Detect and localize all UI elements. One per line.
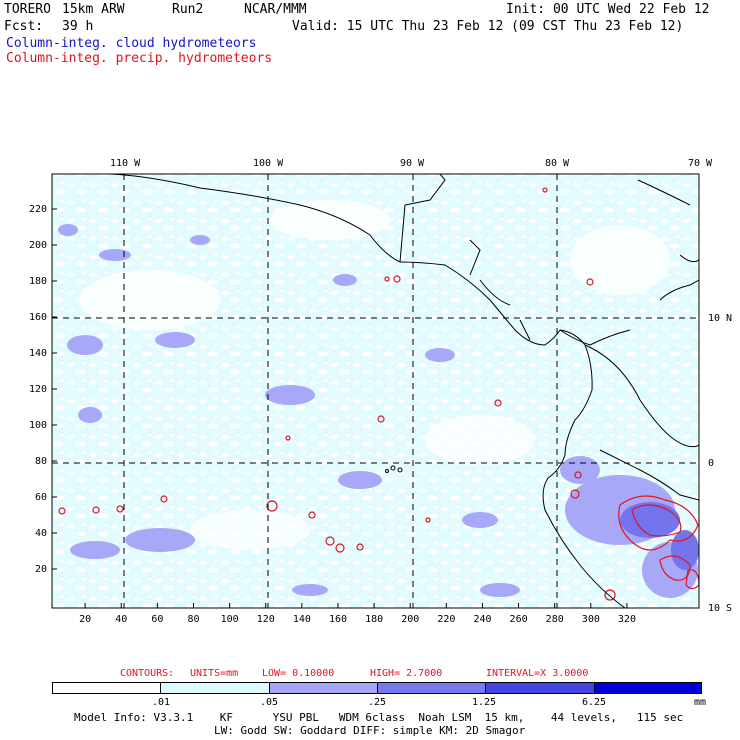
init-time: Init: 00 UTC Wed 22 Feb 12	[506, 2, 710, 17]
x-tick-60: 60	[151, 614, 164, 625]
lat-label-10s: 10 S	[708, 603, 733, 614]
y-tick-220: 220	[29, 204, 48, 215]
colorbar-label-5: 6.25	[582, 697, 607, 708]
contours-high: HIGH= 2.7000	[370, 668, 443, 679]
colorbar-swatch	[268, 682, 378, 694]
colorbar-label-2: .05	[260, 697, 279, 708]
lon-label-70w: 70 W	[688, 158, 713, 169]
colorbar-label-4: 1.25	[472, 697, 497, 708]
lon-label-100w: 100 W	[253, 158, 284, 169]
model-resolution: 15km ARW	[62, 2, 125, 17]
graticule	[52, 174, 699, 608]
legend-precip: Column-integ. precip. hydrometeors	[6, 51, 273, 66]
x-tick-280: 280	[545, 614, 564, 625]
colorbar-swatch	[485, 682, 595, 694]
lon-label-90w: 90 W	[400, 158, 425, 169]
x-tick-240: 240	[473, 614, 492, 625]
lon-label-110w: 110 W	[110, 158, 141, 169]
x-tick-180: 180	[365, 614, 384, 625]
x-tick-20: 20	[79, 614, 92, 625]
colorbar-swatch	[52, 682, 162, 694]
org-label: NCAR/MMM	[244, 2, 307, 17]
x-tick-100: 100	[220, 614, 239, 625]
x-tick-300: 300	[581, 614, 600, 625]
contours-units: UNITS=mm	[190, 668, 239, 679]
x-tick-200: 200	[401, 614, 420, 625]
y-tick-40: 40	[35, 528, 48, 539]
lon-label-80w: 80 W	[545, 158, 570, 169]
colorbar-swatch	[377, 682, 487, 694]
y-tick-140: 140	[29, 348, 48, 359]
valid-time: Valid: 15 UTC Thu 23 Feb 12 (09 CST Thu …	[292, 19, 684, 34]
y-tick-160: 160	[29, 312, 48, 323]
x-tick-320: 320	[617, 614, 636, 625]
lat-label-10n: 10 N	[708, 313, 733, 324]
colorbar-unit: mm	[694, 697, 707, 708]
legend-cloud: Column-integ. cloud hydrometeors	[6, 36, 257, 51]
x-tick-40: 40	[115, 614, 128, 625]
run-label: Run2	[172, 2, 204, 17]
y-tick-80: 80	[35, 456, 48, 467]
x-tick-80: 80	[187, 614, 200, 625]
lat-label-0: 0	[708, 458, 715, 469]
colorbar-swatch	[593, 682, 702, 694]
contours-interval: INTERVAL=X 3.0000	[486, 668, 589, 679]
model-name: TORERO	[4, 2, 51, 17]
y-tick-20: 20	[35, 564, 48, 575]
fcst-label: Fcst:	[4, 19, 44, 34]
model-info-line2: LW: Godd SW: Goddard DIFF: simple KM: 2D…	[214, 724, 526, 737]
contours-label: CONTOURS:	[120, 668, 175, 679]
y-tick-60: 60	[35, 492, 48, 503]
x-tick-140: 140	[292, 614, 311, 625]
colorbar-label-1: .01	[152, 697, 171, 708]
y-tick-200: 200	[29, 240, 48, 251]
cloud-field	[52, 174, 699, 608]
x-tick-220: 220	[437, 614, 456, 625]
fcst-value: 39 h	[62, 19, 94, 34]
x-tick-120: 120	[256, 614, 275, 625]
colorbar-label-3: .25	[368, 697, 387, 708]
model-info-line1: Model Info: V3.3.1 KF YSU PBL WDM 6class…	[74, 711, 684, 724]
x-tick-260: 260	[509, 614, 528, 625]
y-tick-180: 180	[29, 276, 48, 287]
colorbar-swatch	[160, 682, 270, 694]
x-tick-160: 160	[328, 614, 348, 625]
map-frame	[51, 173, 700, 609]
contours-low: LOW= 0.10000	[262, 668, 335, 679]
y-tick-120: 120	[29, 384, 48, 395]
y-tick-100: 100	[29, 420, 48, 431]
